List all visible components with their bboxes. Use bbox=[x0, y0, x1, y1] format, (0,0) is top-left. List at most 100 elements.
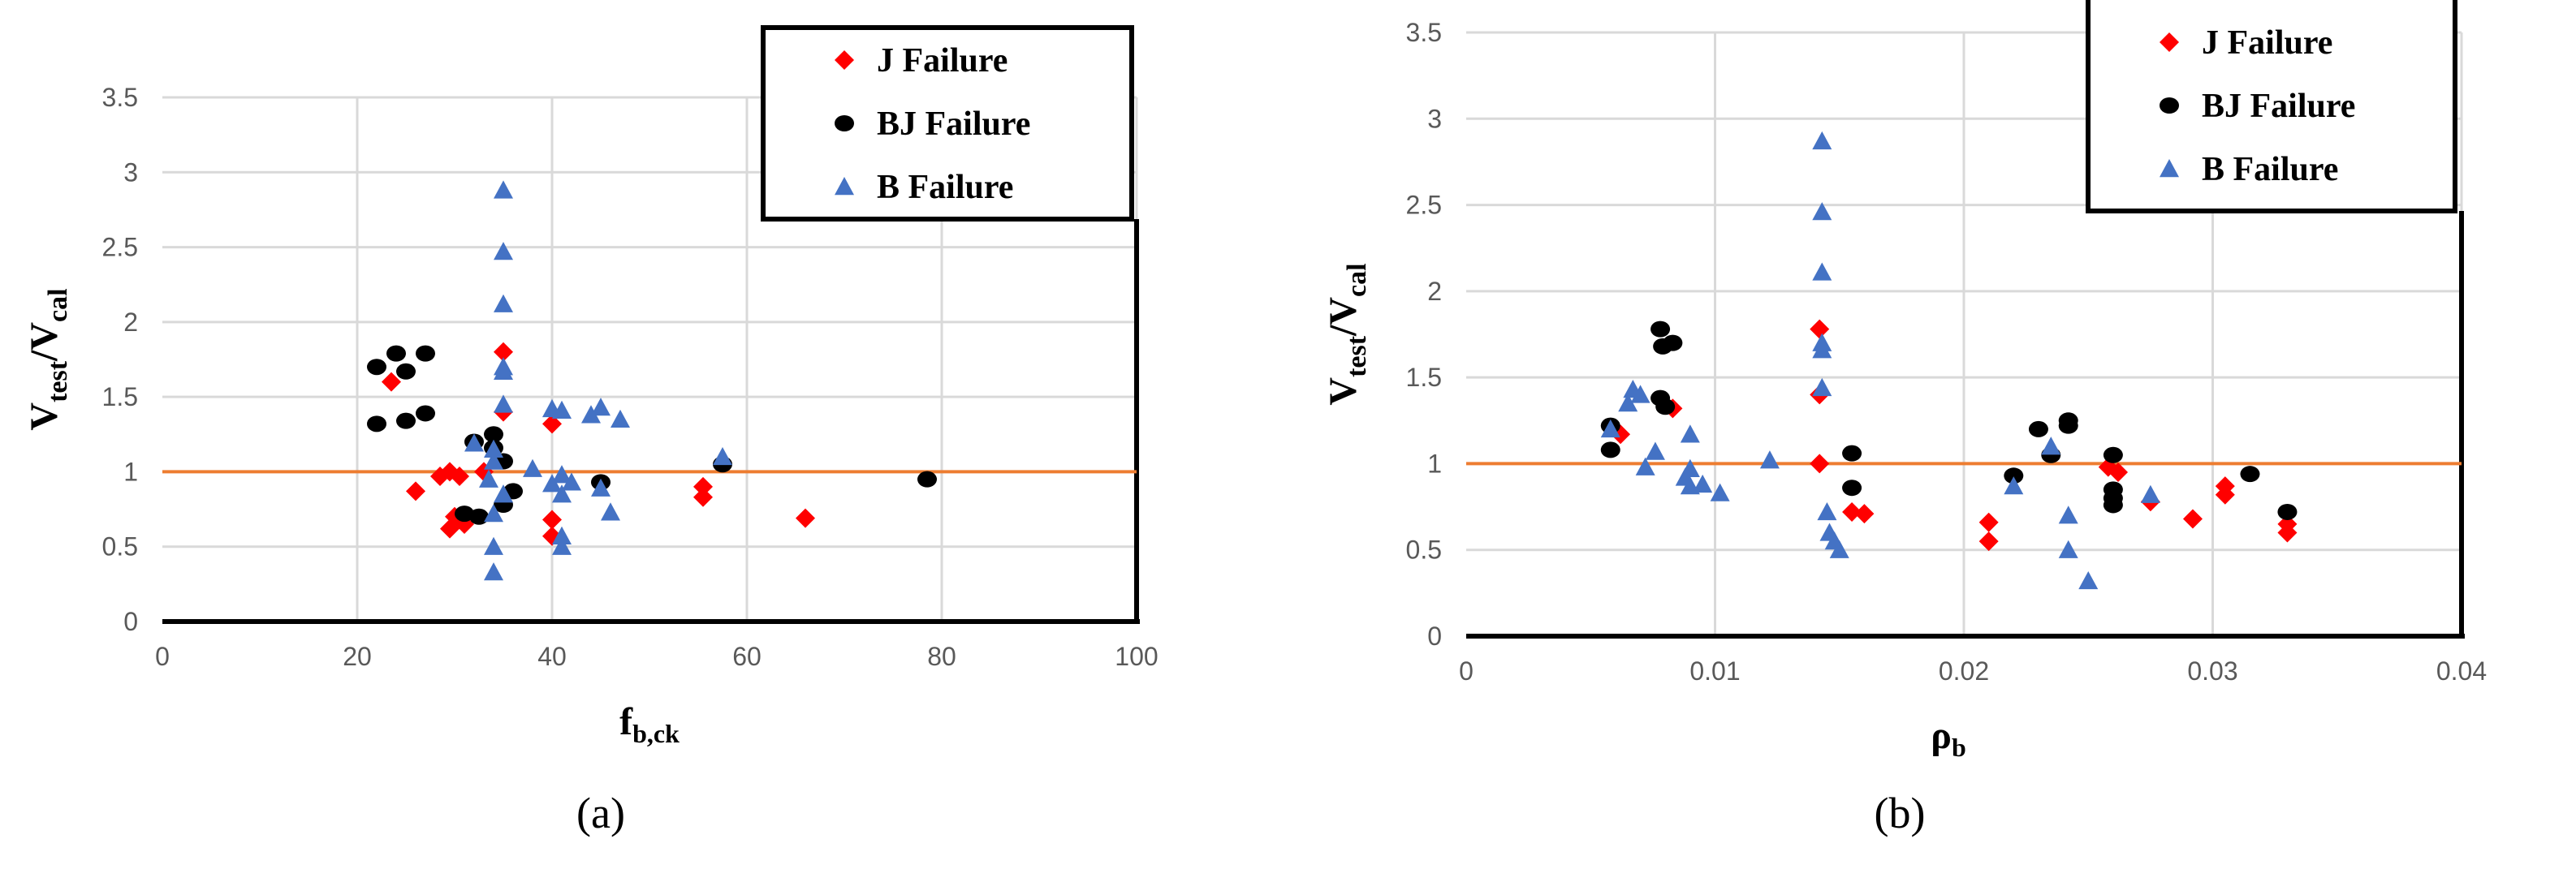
y-tick-label: 3 bbox=[123, 157, 138, 187]
y-axis-title-sub1: test bbox=[1342, 335, 1372, 377]
data-point-circle bbox=[386, 345, 406, 362]
data-point-diamond bbox=[494, 342, 513, 362]
y-tick-label: 3 bbox=[1427, 104, 1442, 133]
data-point-triangle bbox=[1812, 377, 1832, 397]
data-point-triangle bbox=[494, 484, 513, 503]
data-point-circle bbox=[1842, 480, 1862, 497]
x-tick-label: 0.01 bbox=[1689, 656, 1740, 686]
data-point-circle bbox=[2004, 467, 2024, 484]
x-tick-label: 80 bbox=[927, 642, 956, 671]
data-point-triangle bbox=[484, 451, 503, 470]
legend-marker-triangle bbox=[835, 177, 854, 196]
x-tick-label: 100 bbox=[1115, 642, 1158, 671]
data-point-triangle bbox=[1759, 450, 1780, 469]
data-point-circle bbox=[484, 426, 503, 443]
series-bj-failure bbox=[367, 345, 937, 525]
data-point-triangle bbox=[581, 405, 601, 424]
data-point-diamond bbox=[2215, 484, 2235, 505]
y-axis-title-slash: /V bbox=[1322, 297, 1365, 337]
data-point-circle bbox=[1663, 334, 1683, 351]
data-point-triangle bbox=[552, 400, 572, 419]
data-point-circle bbox=[2028, 420, 2048, 437]
data-point-triangle bbox=[2078, 570, 2099, 590]
y-axis-title: Vtest/Vcal bbox=[1322, 263, 1372, 405]
y-tick-label: 2 bbox=[123, 308, 138, 337]
y-tick-label: 0 bbox=[123, 607, 138, 636]
data-point-circle bbox=[917, 471, 937, 488]
data-point-triangle bbox=[484, 536, 503, 555]
data-point-diamond bbox=[1842, 501, 1862, 522]
data-point-diamond bbox=[382, 372, 401, 392]
data-point-diamond bbox=[1810, 319, 1830, 339]
data-point-triangle bbox=[601, 502, 620, 521]
y-tick-label: 2.5 bbox=[1406, 191, 1442, 220]
panel-label: (a) bbox=[576, 789, 625, 837]
data-point-triangle bbox=[1812, 262, 1832, 281]
series-b-failure bbox=[464, 180, 732, 581]
y-tick-label: 0.5 bbox=[102, 532, 138, 561]
data-point-triangle bbox=[484, 439, 503, 458]
data-point-diamond bbox=[2277, 523, 2298, 543]
data-point-triangle bbox=[479, 469, 498, 488]
data-point-circle bbox=[2058, 417, 2078, 434]
data-point-triangle bbox=[1812, 340, 1832, 359]
data-point-circle bbox=[1600, 441, 1620, 458]
data-point-diamond bbox=[693, 476, 713, 497]
legend: J Failure BJ Failure B Failure bbox=[2086, 0, 2457, 213]
data-point-triangle bbox=[713, 446, 732, 466]
panel-label: (b) bbox=[1875, 789, 1926, 837]
data-point-circle bbox=[1650, 321, 1671, 338]
data-point-diamond bbox=[2182, 509, 2203, 529]
data-point-triangle bbox=[494, 242, 513, 260]
legend: J Failure BJ Failure B Failure bbox=[761, 25, 1134, 222]
legend-marker-diamond bbox=[2160, 32, 2179, 52]
y-tick-label: 1 bbox=[1427, 449, 1442, 478]
chart-a: 0 0.5 1 1.5 2 2.5 3 3.5 0 20 40 60 80 100 J Failure BJ … bbox=[23, 25, 1159, 837]
x-tick-label: 0.02 bbox=[1939, 656, 1989, 686]
data-point-triangle bbox=[2004, 476, 2024, 495]
x-tick-label: 0 bbox=[1459, 656, 1474, 686]
data-point-circle bbox=[455, 506, 474, 523]
data-point-triangle bbox=[2140, 484, 2160, 503]
data-point-triangle bbox=[1680, 424, 1700, 443]
y-tick-label: 1 bbox=[123, 457, 138, 486]
data-point-circle bbox=[469, 508, 489, 525]
y-axis-title: Vtest/Vcal bbox=[23, 288, 73, 430]
data-point-diamond bbox=[542, 414, 562, 434]
y-tick-label: 1.5 bbox=[1406, 363, 1442, 392]
y-axis-title-sub2: cal bbox=[1342, 263, 1372, 297]
legend-label: B Failure bbox=[877, 169, 1013, 206]
data-point-triangle bbox=[494, 180, 513, 199]
data-point-triangle bbox=[1600, 419, 1620, 438]
data-point-circle bbox=[1842, 445, 1862, 462]
data-point-triangle bbox=[1710, 483, 1730, 501]
data-point-triangle bbox=[1645, 441, 1665, 460]
data-point-circle bbox=[416, 345, 435, 362]
legend-marker-triangle bbox=[2160, 159, 2179, 178]
legend-label: J Failure bbox=[2202, 24, 2332, 62]
y-tick-label: 0 bbox=[1427, 622, 1442, 651]
x-tick-label: 20 bbox=[343, 642, 372, 671]
data-point-diamond bbox=[1978, 531, 1999, 552]
series-b-failure bbox=[1600, 131, 2160, 590]
data-point-diamond bbox=[796, 508, 815, 528]
x-tick-label: 0.03 bbox=[2187, 656, 2237, 686]
y-axis-title-slash: /V bbox=[23, 322, 66, 362]
y-axis-title-sub2: cal bbox=[43, 288, 73, 322]
data-point-diamond bbox=[2108, 463, 2129, 483]
data-point-triangle bbox=[484, 504, 503, 523]
data-point-diamond bbox=[1978, 512, 1999, 532]
data-point-triangle bbox=[611, 409, 630, 428]
data-point-triangle bbox=[2058, 540, 2078, 558]
y-tick-label: 2 bbox=[1427, 277, 1442, 306]
data-point-triangle bbox=[1817, 501, 1837, 521]
x-tick-label: 60 bbox=[732, 642, 762, 671]
data-point-triangle bbox=[552, 536, 572, 555]
data-point-triangle bbox=[591, 478, 611, 497]
x-axis-title-main: f bbox=[619, 700, 633, 743]
data-point-triangle bbox=[494, 361, 513, 380]
data-point-triangle bbox=[591, 398, 611, 416]
data-point-circle bbox=[2103, 446, 2123, 463]
series-j-failure bbox=[1611, 319, 2298, 552]
data-point-diamond bbox=[1810, 454, 1830, 474]
